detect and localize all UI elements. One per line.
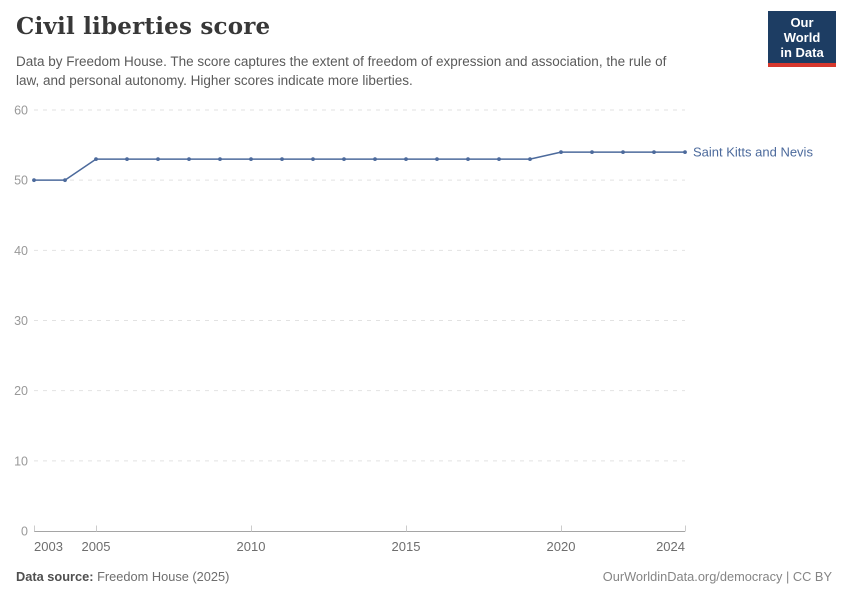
- data-point-2022: [621, 150, 625, 155]
- y-axis-tick-label: 40: [14, 244, 28, 258]
- x-axis-tick-label: 2005: [82, 539, 111, 554]
- y-axis-tick-label: 10: [14, 454, 28, 468]
- series-end-label[interactable]: Saint Kitts and Nevis: [693, 145, 813, 160]
- data-point-2015: [404, 157, 408, 162]
- chart-subtitle-line1: Data by Freedom House. The score capture…: [16, 54, 667, 69]
- owid-logo-line1: Our World: [783, 15, 821, 45]
- x-axis-tick-label: 2024: [656, 539, 685, 554]
- x-axis-tick-label: 2010: [237, 539, 266, 554]
- data-point-2012: [311, 157, 315, 162]
- data-point-2018: [497, 157, 501, 162]
- data-point-2006: [125, 157, 129, 162]
- data-source-value: Freedom House (2025): [97, 569, 230, 584]
- data-point-2004: [63, 178, 67, 183]
- data-source-note: Data source: Freedom House (2025): [16, 569, 229, 584]
- data-point-2017: [466, 157, 470, 162]
- credit-link[interactable]: OurWorldinData.org/democracy | CC BY: [602, 569, 832, 584]
- data-point-2007: [156, 157, 160, 162]
- x-axis-tick-label: 2003: [34, 539, 63, 554]
- page-title: Civil liberties score: [16, 13, 271, 40]
- data-point-2008: [187, 157, 191, 162]
- y-axis-tick-label: 20: [14, 384, 28, 398]
- x-axis-tick-label: 2015: [392, 539, 421, 554]
- data-point-2010: [249, 157, 253, 162]
- data-point-2019: [528, 157, 532, 162]
- data-point-2005: [94, 157, 98, 162]
- series-line-saint-kitts-and-nevis[interactable]: [34, 151, 685, 181]
- x-axis-tick-label: 2020: [547, 539, 576, 554]
- data-point-2023: [652, 150, 656, 155]
- data-point-2011: [280, 157, 284, 162]
- data-point-2014: [373, 157, 377, 162]
- data-source-label: Data source:: [16, 569, 94, 584]
- owid-logo-line2: in Data: [780, 45, 824, 60]
- y-axis-tick-label: 0: [21, 525, 28, 539]
- data-point-2016: [435, 157, 439, 162]
- data-point-2013: [342, 157, 346, 162]
- y-axis-tick-label: 60: [14, 104, 28, 118]
- owid-logo[interactable]: Our World in Data: [768, 11, 836, 67]
- data-point-2003: [32, 178, 36, 183]
- chart-subtitle-line2: law, and personal autonomy. Higher score…: [16, 73, 413, 88]
- data-point-2020: [559, 150, 563, 155]
- y-axis-tick-label: 30: [14, 314, 28, 328]
- data-point-2009: [218, 157, 222, 162]
- y-axis-tick-label: 50: [14, 174, 28, 188]
- data-point-2024: [683, 150, 687, 155]
- chart-subtitle: Data by Freedom House. The score capture…: [16, 52, 746, 90]
- data-point-2021: [590, 150, 594, 155]
